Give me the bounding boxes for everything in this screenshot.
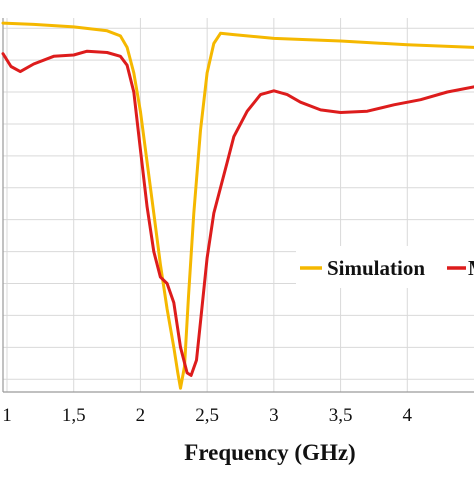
x-tick-label-5: 3,5 (329, 405, 353, 426)
legend-background (296, 246, 474, 288)
series-line-measurement (1, 49, 474, 377)
x-tick-labels: 1 1,5 2 2,5 3 3,5 4 (2, 405, 412, 426)
x-tick-label-4: 3 (269, 405, 279, 426)
x-tick-label-0: 1 (2, 405, 12, 426)
grid (3, 18, 474, 392)
x-tick-label-6: 4 (403, 405, 413, 426)
x-tick-label-3: 2,5 (195, 405, 219, 426)
x-tick-label-1: 1,5 (62, 405, 86, 426)
series-line-simulation (1, 21, 474, 390)
x-axis-title: Frequency (GHz) (184, 440, 355, 465)
x-tick-label-2: 2 (136, 405, 146, 426)
legend: Simulation M (296, 246, 474, 288)
series-lines (1, 21, 474, 390)
legend-label-simulation: Simulation (327, 256, 425, 280)
legend-label-measurement: M (468, 256, 474, 280)
